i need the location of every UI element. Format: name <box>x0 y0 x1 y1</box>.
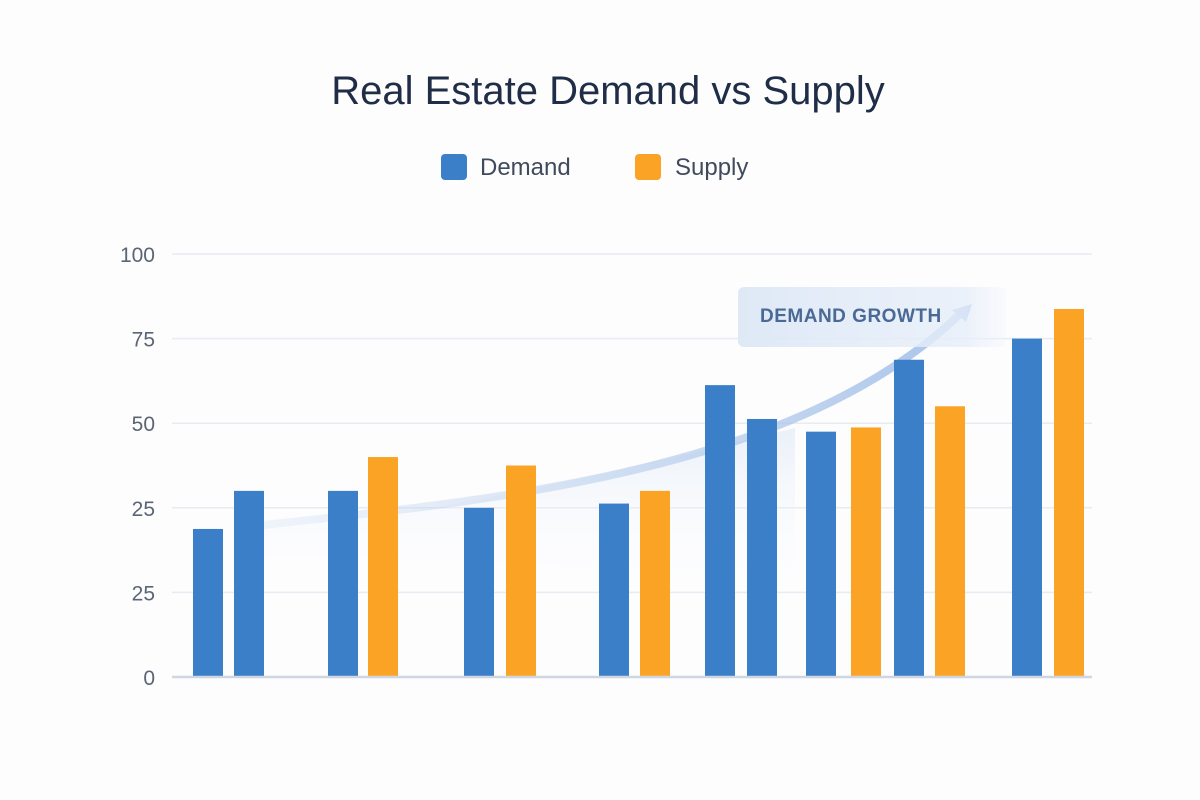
y-tick-label: 0 <box>143 667 155 690</box>
y-tick-label: 25 <box>132 582 155 605</box>
bar-supply <box>1054 308 1084 677</box>
bars <box>193 308 1084 677</box>
chart-title: Real Estate Demand vs Supply <box>331 69 885 113</box>
bar-demand <box>328 490 358 677</box>
bar-demand <box>599 503 629 677</box>
annotation-box <box>738 287 1006 347</box>
legend-label-demand: Demand <box>480 154 571 181</box>
annotation-label: DEMAND GROWTH <box>760 306 942 327</box>
bar-demand <box>705 385 735 677</box>
bar-demand <box>1012 338 1042 677</box>
bar-demand <box>464 507 494 677</box>
legend-swatch-supply <box>635 154 661 180</box>
legend: Demand Supply <box>441 154 748 181</box>
y-axis-ticks: 0 25 25 50 75 100 <box>120 244 155 690</box>
trend-arrow-line <box>259 308 966 529</box>
legend-item-supply: Supply <box>635 154 748 181</box>
legend-item-demand: Demand <box>441 154 571 181</box>
legend-swatch-demand <box>441 154 467 180</box>
bar-supply <box>851 427 881 677</box>
bar-demand <box>747 418 777 677</box>
y-tick-label: 50 <box>132 413 155 436</box>
legend-label-supply: Supply <box>675 154 748 181</box>
bar-supply <box>506 465 536 677</box>
y-tick-label: 75 <box>132 329 155 352</box>
y-tick-label: 100 <box>120 244 155 267</box>
bar-demand <box>806 431 836 677</box>
annotation: DEMAND GROWTH <box>738 287 1006 347</box>
bar-demand <box>234 490 264 677</box>
y-tick-label: 25 <box>132 498 155 521</box>
bar-supply <box>640 490 670 677</box>
bar-demand <box>193 528 223 677</box>
bar-supply <box>935 406 965 677</box>
bar-supply <box>368 457 398 677</box>
bar-demand <box>894 359 924 677</box>
